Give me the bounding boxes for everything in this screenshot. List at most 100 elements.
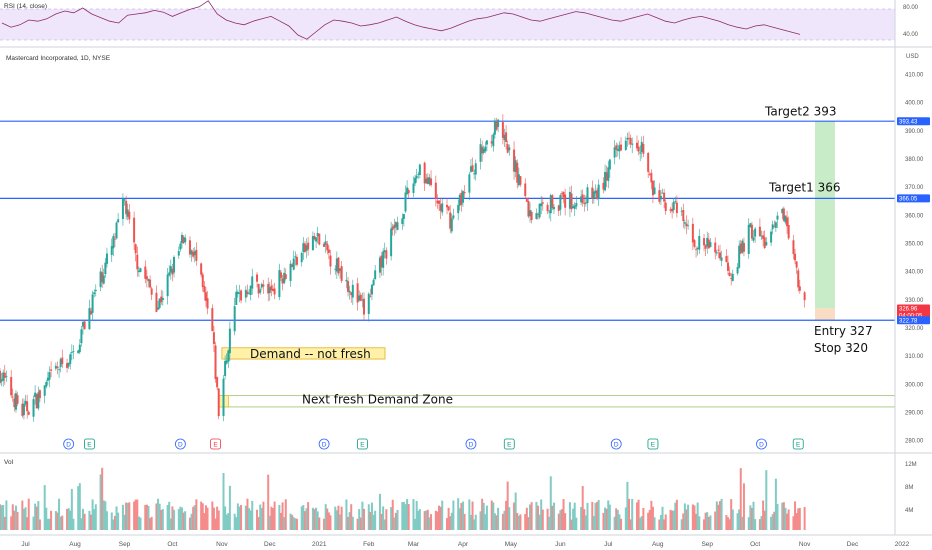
volume-bar [182, 512, 185, 530]
rsi-pane: RSI (14, close) 80.00 40.00 [0, 0, 919, 41]
volume-bar [222, 472, 225, 530]
volume-bar [5, 500, 8, 530]
volume-bar [225, 514, 228, 530]
time-tick-label: May [505, 541, 518, 548]
volume-bar [651, 506, 654, 530]
candle-body [524, 183, 527, 197]
candle-body [458, 195, 461, 206]
candle-body [32, 399, 35, 417]
earnings-marker[interactable]: E [647, 438, 659, 450]
volume-bar [615, 508, 618, 530]
volume-bar [45, 507, 48, 530]
earnings-marker[interactable]: E [792, 438, 804, 450]
volume-bar [211, 501, 214, 530]
price-tick-label: 380.00 [905, 157, 924, 163]
dividend-marker[interactable]: D [63, 438, 75, 450]
earnings-marker[interactable]: E [356, 438, 368, 450]
vol-tick-8m: 8M [905, 485, 913, 491]
candle-body [361, 299, 364, 301]
candle-body [430, 178, 433, 186]
volume-bar [473, 519, 476, 530]
candle-body [717, 249, 720, 251]
volume-bar [402, 501, 405, 530]
candle-body [134, 244, 137, 254]
volume-bar [192, 506, 195, 530]
dividend-marker[interactable]: D [756, 438, 767, 450]
earnings-marker[interactable]: E [210, 438, 221, 450]
candle-body [594, 190, 597, 194]
candle-body [505, 132, 508, 142]
candle-body [798, 286, 801, 291]
candle-body [201, 274, 204, 288]
volume-bar [101, 467, 104, 530]
candle-body [618, 145, 621, 152]
candle-body [37, 392, 40, 409]
candle-body [787, 224, 790, 239]
candle-body [238, 292, 241, 294]
volume-bar [691, 504, 694, 530]
candle-body [514, 160, 517, 172]
volume-bar [540, 499, 543, 530]
candle-body [663, 192, 666, 202]
candle-body [158, 298, 161, 308]
volume-bar [658, 519, 661, 530]
dividend-marker[interactable]: D [174, 438, 186, 450]
dividend-marker[interactable]: D [610, 438, 622, 450]
currency-label: USD [906, 54, 919, 60]
earnings-marker[interactable]: E [503, 438, 515, 450]
volume-bar [260, 508, 263, 530]
volume-bar [605, 508, 608, 530]
volume-bar [147, 506, 150, 530]
candle-body [251, 276, 254, 289]
candle-body [24, 400, 27, 405]
candle-body [568, 191, 571, 209]
volume-bar [139, 517, 142, 530]
candle-body [78, 344, 81, 353]
volume-bar [719, 501, 722, 530]
volume-bar [538, 514, 541, 530]
volume-bar [94, 504, 97, 530]
candle-body [125, 200, 128, 215]
volume-bar [337, 505, 340, 530]
volume-bar [647, 512, 650, 530]
volume-bar [195, 499, 198, 530]
volume-bar [786, 513, 789, 530]
candle-body [685, 223, 688, 227]
candle-body [390, 228, 393, 257]
candle-body [339, 268, 342, 271]
volume-bar [305, 508, 308, 530]
volume-bar [26, 517, 29, 530]
candle-body [682, 210, 685, 221]
dividend-marker[interactable]: D [318, 438, 330, 450]
volume-bar [754, 519, 757, 530]
volume-bar [706, 512, 709, 530]
volume-bar [495, 515, 498, 530]
time-tick-label: Oct [167, 541, 177, 548]
volume-bar [438, 505, 441, 530]
candle-body [434, 182, 437, 200]
candle-body [549, 195, 552, 214]
volume-bar [212, 507, 215, 530]
volume-bar [340, 506, 343, 530]
candle-body [256, 274, 259, 282]
candle-body [283, 272, 286, 284]
candle-body [607, 167, 610, 181]
price-axis: 410.00 400.00 390.00 380.00 370.00 360.00 350.… [905, 73, 924, 445]
candle-body [249, 285, 252, 296]
volume-bar [99, 474, 102, 530]
volume-bar [302, 505, 305, 530]
dividend-marker[interactable]: D [465, 438, 477, 450]
candle-body [447, 206, 450, 211]
price-tag: 393.43 [897, 117, 930, 125]
candle-body [573, 205, 576, 209]
candle-body [161, 297, 164, 301]
volume-bar [517, 515, 520, 530]
earnings-marker[interactable]: E [84, 438, 95, 450]
svg-text:E: E [87, 442, 92, 449]
candle-body [67, 362, 70, 367]
candle-body [173, 257, 176, 273]
candle-body [240, 290, 243, 301]
candle-body [484, 146, 487, 152]
candle-body [145, 276, 148, 280]
volume-bar [463, 513, 466, 530]
